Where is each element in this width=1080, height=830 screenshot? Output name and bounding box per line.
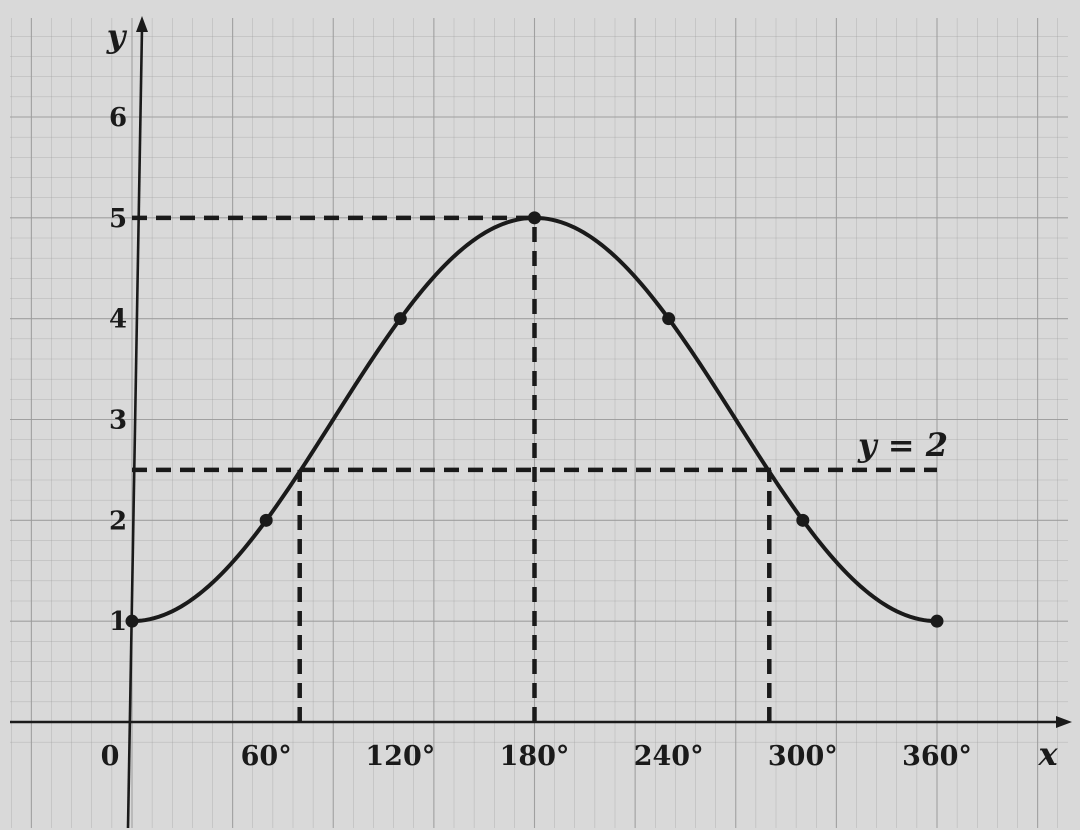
x-tick-label: 300° <box>768 741 838 772</box>
data-point <box>125 614 139 628</box>
labels-layer: 0 60° 120° 180° 240° 300° 360° 1 2 3 4 5 6 x y y = 2 <box>101 17 1059 773</box>
y-tick-label: 1 <box>109 607 127 637</box>
x-tick-label: 240° <box>634 741 704 772</box>
data-point <box>930 614 944 628</box>
x-tick-label: 360° <box>902 741 972 772</box>
y-tick-label: 3 <box>109 406 127 436</box>
y-axis-label: y <box>106 17 128 55</box>
reference-line-label: y = 2 <box>857 426 948 464</box>
reference-lines <box>132 215 937 722</box>
y-tick-label: 5 <box>109 204 127 234</box>
y-tick-label: 4 <box>109 305 127 335</box>
data-point <box>662 312 676 326</box>
data-point <box>393 312 407 326</box>
y-tick-label: 2 <box>109 506 127 536</box>
x-tick-label: 120° <box>365 741 435 772</box>
x-axis-arrow-icon <box>1056 716 1072 728</box>
y-tick-label: 6 <box>109 103 127 133</box>
y-axis-line <box>126 27 144 829</box>
data-point <box>259 513 273 527</box>
axes <box>10 16 1072 829</box>
x-axis-label: x <box>1037 735 1058 773</box>
series-layer <box>125 211 944 628</box>
x-tick-label: 0 <box>101 741 120 772</box>
data-point <box>528 211 541 225</box>
data-point <box>796 513 810 527</box>
x-tick-label: 180° <box>500 741 570 772</box>
y-axis-arrow-icon <box>136 16 148 32</box>
x-tick-label: 60° <box>241 741 292 772</box>
